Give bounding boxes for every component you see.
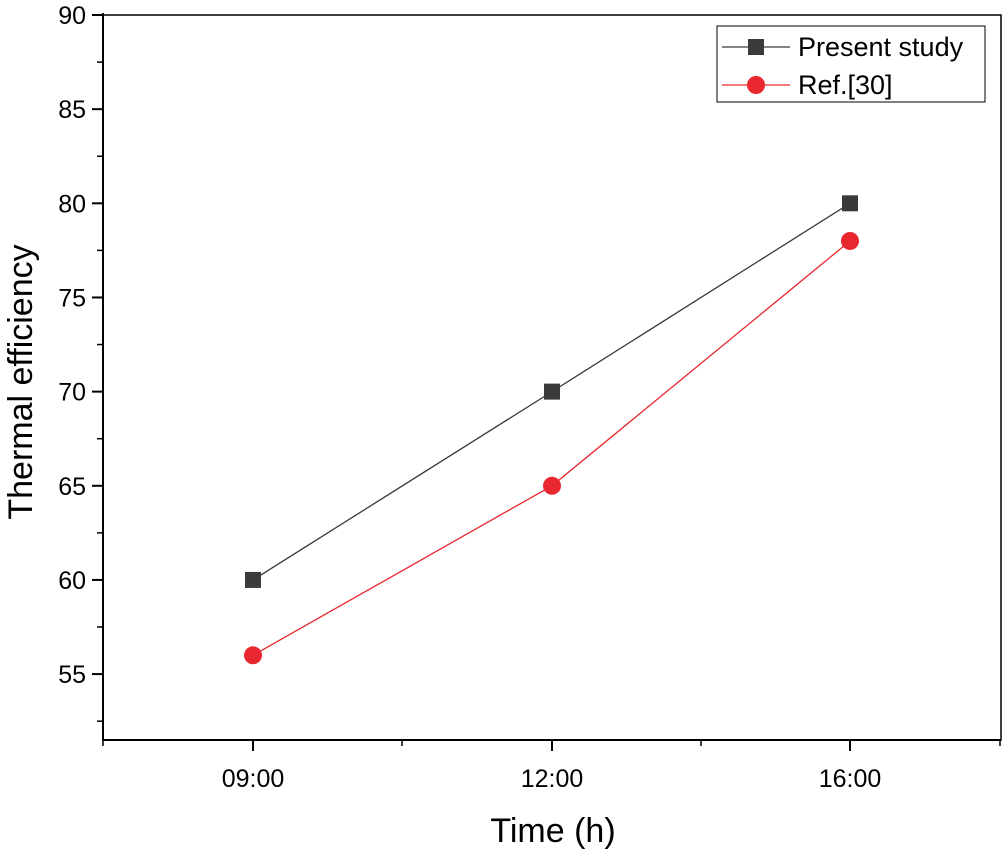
legend: Present study Ref.[30] [716, 25, 986, 103]
axes: 55 60 65 70 75 80 85 90 09:00 12:00 16:00 [58, 2, 1002, 793]
y-tick-label-85: 85 [58, 96, 86, 124]
x-tick-label-0: 09:00 [222, 765, 285, 793]
legend-label-0: Present study [798, 32, 964, 62]
y-axis-title: Thermal efficiency [2, 244, 40, 519]
y-tick-label-90: 90 [58, 2, 86, 30]
legend-marker-0 [748, 39, 764, 55]
y-tick-label-65: 65 [58, 473, 86, 501]
plot-frame [102, 14, 1002, 741]
y-tick-label-75: 75 [58, 284, 86, 312]
y-tick-label-60: 60 [58, 567, 86, 595]
series-0-point-1 [544, 383, 560, 400]
series-1-point-1 [543, 476, 561, 495]
series-line-1 [252, 240, 851, 656]
y-tick-label-80: 80 [58, 190, 86, 218]
plot-series [244, 195, 859, 665]
x-axis-title: Time (h) [490, 812, 615, 850]
y-tick-label-55: 55 [58, 661, 86, 689]
y-tick-label-70: 70 [58, 379, 86, 407]
series-0-point-2 [842, 195, 858, 212]
series-1-point-0 [244, 646, 262, 665]
x-tick-label-1: 12:00 [521, 765, 584, 793]
legend-marker-1 [747, 76, 765, 94]
x-tick-label-2: 16:00 [819, 765, 882, 793]
series-0-point-0 [245, 571, 261, 588]
legend-label-1: Ref.[30] [798, 70, 893, 100]
series-1-point-2 [841, 231, 859, 250]
